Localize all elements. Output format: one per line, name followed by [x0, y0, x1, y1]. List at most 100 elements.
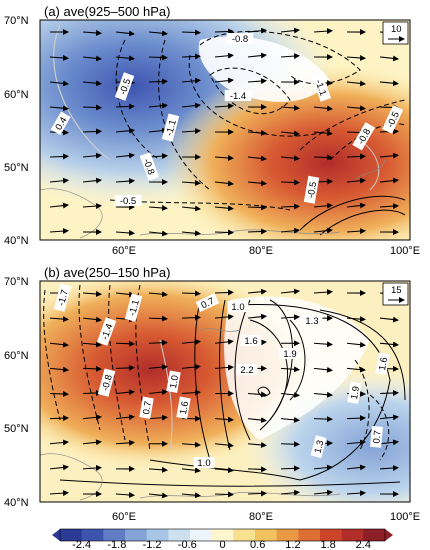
- colorbar-tick: 0.6: [250, 539, 265, 550]
- wind-vector: [115, 55, 135, 62]
- wind-vector: [82, 128, 102, 135]
- wind-vector: [214, 205, 234, 212]
- wind-vector: [49, 464, 69, 471]
- wind-vector: [247, 155, 267, 162]
- wind-vector: [115, 439, 135, 446]
- contour-label: -0.8: [226, 33, 254, 45]
- contour-label: -0.8: [139, 152, 160, 181]
- wind-vector: [148, 78, 168, 85]
- wind-vector: [181, 314, 201, 321]
- wind-vector: [82, 290, 102, 297]
- colorbar-right-arrow: [385, 529, 393, 541]
- wind-vector: [115, 414, 135, 421]
- wind-vector: [346, 54, 366, 61]
- svg-text:1.0: 1.0: [231, 302, 244, 313]
- wind-vector: [346, 153, 366, 160]
- wind-vector: [247, 466, 267, 473]
- wind-vector: [280, 227, 300, 234]
- wind-vector: [379, 80, 399, 87]
- wind-vector: [313, 341, 333, 348]
- svg-text:-0.5: -0.5: [118, 77, 134, 96]
- wind-vector: [247, 313, 267, 320]
- contour-label: 1.0: [166, 370, 181, 393]
- panel-b: -1.7 -1.4 -1.1 -0.8 0.7 1.0 1.3 1.6 1.9 2.2 1.0 0.7…: [4, 265, 420, 523]
- svg-text:-1.4: -1.4: [100, 322, 116, 341]
- colorbar-swatch: [103, 529, 126, 541]
- panel-a-title: (a) ave(925–500 hPa): [44, 4, 170, 19]
- wind-vector: [247, 417, 267, 424]
- wind-vector: [82, 203, 102, 210]
- wind-vector: [280, 53, 300, 60]
- wind-vector: [148, 102, 168, 109]
- wind-vector: [346, 316, 366, 323]
- wind-vector: [247, 391, 267, 398]
- wind-vector: [346, 202, 366, 209]
- wind-vector: [181, 492, 201, 499]
- lon-tick: 100°E: [390, 511, 420, 523]
- lat-tick: 40°N: [4, 235, 29, 247]
- wind-vector: [280, 465, 300, 472]
- wind-vector: [181, 339, 201, 345]
- wind-vector: [379, 341, 399, 348]
- svg-text:-0.8: -0.8: [141, 157, 157, 176]
- wind-vector: [214, 364, 234, 371]
- wind-vector: [313, 289, 333, 296]
- wind-vector: [148, 127, 168, 134]
- colorbar-swatch: [255, 529, 278, 541]
- svg-text:-1.4: -1.4: [230, 91, 246, 102]
- colorbar-tick: 0: [219, 539, 225, 550]
- wind-vector: [280, 366, 300, 373]
- contour-label: 1.3: [301, 315, 323, 327]
- wind-vector: [148, 492, 168, 499]
- colorbar: -2.4 -1.8 -1.2 -0.6 0 0.6 1.2 1.8 2.4: [52, 528, 393, 550]
- wind-vector: [82, 365, 102, 372]
- contour-label: -1.4: [224, 90, 252, 102]
- lat-tick: 50°N: [4, 162, 29, 174]
- wind-vector: [148, 466, 168, 473]
- svg-text:-1.1: -1.1: [313, 78, 329, 97]
- svg-text:1.6: 1.6: [377, 356, 390, 371]
- wind-vector: [82, 414, 102, 421]
- panel-a-contours: [53, 24, 406, 236]
- wind-vector: [247, 490, 267, 497]
- svg-text:2.2: 2.2: [240, 365, 253, 376]
- wind-vector: [181, 389, 201, 396]
- wind-vector: [148, 389, 168, 396]
- contour-label: 0.7: [195, 293, 220, 313]
- panel-a-contour-labels: 0.4-0.5-1.1-0.8-0.5-1.4-0.8-1.1-0.8-0.5-…: [50, 33, 404, 207]
- wind-vector: [181, 205, 201, 212]
- wind-vector: [346, 177, 366, 184]
- wind-vector: [115, 152, 135, 159]
- wind-vector: [49, 228, 69, 235]
- wind-vector: [280, 314, 300, 321]
- wind-vector: [346, 490, 366, 497]
- wind-vector: [379, 316, 399, 323]
- colorbar-swatch: [168, 529, 191, 541]
- colorbar-swatch: [233, 529, 256, 541]
- panel-a: 0.4-0.5-1.1-0.8-0.5-1.4-0.8-1.1-0.8-0.5-…: [4, 4, 420, 257]
- wind-vector: [280, 130, 300, 137]
- wind-vector: [247, 288, 267, 295]
- wind-vector: [115, 491, 135, 498]
- wind-vector: [115, 389, 135, 396]
- wind-vector: [181, 53, 201, 60]
- wind-vector: [247, 204, 267, 211]
- panel-b-lat-ticks: 70°N 60°N 50°N 40°N: [4, 276, 29, 509]
- wind-vector: [214, 28, 234, 35]
- wind-vector: [214, 180, 234, 187]
- wind-vector: [313, 28, 333, 35]
- wind-vector: [313, 366, 333, 373]
- svg-text:0.7: 0.7: [371, 430, 383, 444]
- colorbar-swatch: [298, 529, 321, 541]
- lon-tick: 60°E: [112, 511, 136, 523]
- lat-tick: 40°N: [4, 497, 29, 509]
- wind-vector: [280, 203, 300, 210]
- wind-vector: [82, 464, 102, 471]
- colorbar-tick: -1.2: [143, 539, 162, 550]
- wind-vector: [247, 52, 267, 59]
- colorbar-tick: -1.8: [107, 539, 126, 550]
- wind-vector: [379, 152, 399, 159]
- wind-vector: [148, 364, 168, 371]
- wind-vector: [379, 55, 399, 62]
- wind-vector: [313, 105, 333, 112]
